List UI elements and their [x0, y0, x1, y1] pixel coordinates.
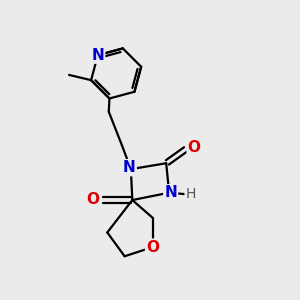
- Text: H: H: [185, 187, 196, 201]
- Text: O: O: [146, 240, 159, 255]
- Text: N: N: [164, 185, 177, 200]
- Text: N: N: [92, 48, 104, 63]
- Text: O: O: [87, 192, 100, 207]
- Text: O: O: [188, 140, 201, 154]
- Text: N: N: [123, 160, 136, 175]
